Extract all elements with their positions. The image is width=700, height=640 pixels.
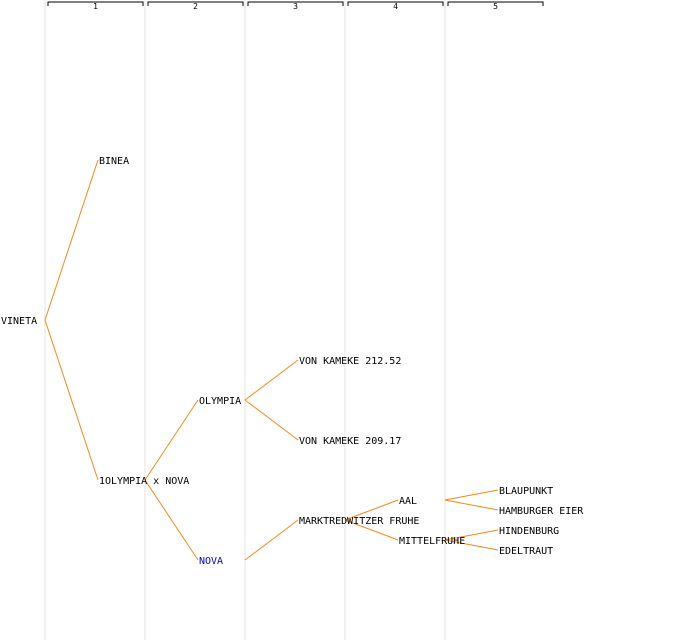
generation-headers: 1 2 3 4 5 [47,1,544,11]
edge-olympia-to-vk20917 [244,399,299,441]
edge-olympia-nova-to-olympia [144,399,199,481]
generation-bracket [147,1,244,6]
node-mf[interactable]: MARKTREDWITZER FRUHE [299,516,419,527]
generation-bracket [347,1,444,6]
node-hamburger[interactable]: HAMBURGER EIER [499,506,584,517]
edge-nova-to-mf [244,519,299,561]
generation-number: 1 [93,2,98,11]
generation-bracket [447,1,544,6]
node-vk21252[interactable]: VON KAMEKE 212.52 [299,356,401,367]
node-vineta[interactable]: VINETA [1,316,37,327]
node-blaupunkt[interactable]: BLAUPUNKT [499,486,553,497]
node-vk20917[interactable]: VON KAMEKE 209.17 [299,436,401,447]
generation-number: 3 [293,2,298,11]
pedigree-nodes: VINETA BINEA 1OLYMPIA x NOVA OLYMPIA NOVA VON… [1,156,584,567]
pedigree-edges [44,159,499,561]
edge-mf-to-aal [344,499,399,521]
edge-aal-to-blaupunkt [444,489,499,501]
node-hindenburg[interactable]: HINDENBURG [499,526,559,537]
node-olympia-nova[interactable]: 1OLYMPIA x NOVA [99,476,189,487]
generation-bracket [247,1,344,6]
generation-bracket [47,1,144,6]
edge-olympia-to-vk21252 [244,359,299,401]
generation-number: 4 [393,2,398,11]
edge-aal-to-hamburger [444,499,499,511]
node-binea[interactable]: BINEA [99,156,129,167]
node-olympia[interactable]: OLYMPIA [199,396,241,407]
edge-vineta-to-olympia-nova [44,319,99,481]
node-aal[interactable]: AAL [399,496,417,507]
edge-mf-to-mittelfruhe [344,519,399,541]
edge-mittelfruhe-to-edeltraut [444,539,499,551]
generation-grid [44,0,446,640]
node-edeltraut[interactable]: EDELTRAUT [499,546,553,557]
edge-mittelfruhe-to-hindenburg [444,529,499,541]
edge-olympia-nova-to-nova [144,479,199,561]
node-nova[interactable]: NOVA [199,556,223,567]
generation-number: 5 [493,2,498,11]
node-mittelfruhe[interactable]: MITTELFRUHE [399,536,465,547]
generation-number: 2 [193,2,198,11]
edge-vineta-to-binea [44,159,99,321]
